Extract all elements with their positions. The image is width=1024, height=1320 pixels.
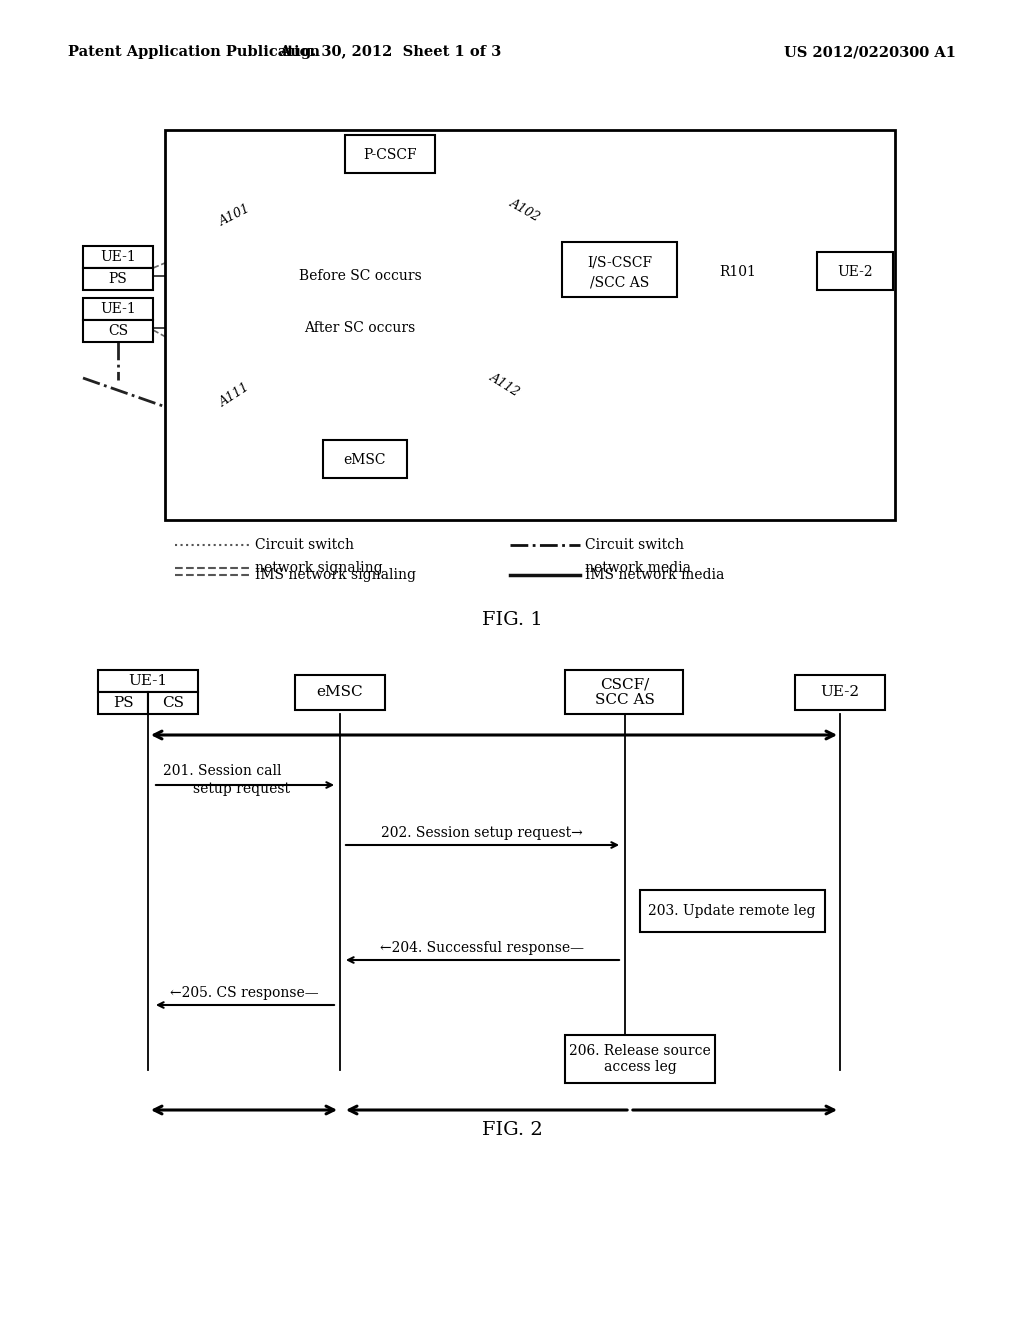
Bar <box>565 671 683 714</box>
Text: eMSC: eMSC <box>344 453 386 467</box>
Text: ←205. CS response—: ←205. CS response— <box>170 986 318 1001</box>
Text: CS: CS <box>108 323 128 338</box>
Text: ←204. Successful response—: ←204. Successful response— <box>380 941 584 954</box>
Text: UE-1: UE-1 <box>100 249 136 264</box>
Text: A101: A101 <box>217 202 253 228</box>
Text: UE-2: UE-2 <box>820 685 859 700</box>
Bar <box>323 440 407 478</box>
Bar <box>795 675 885 710</box>
Text: A112: A112 <box>487 371 522 399</box>
Text: network media: network media <box>585 561 691 576</box>
Text: A102: A102 <box>508 197 543 224</box>
Text: P-CSCF: P-CSCF <box>364 148 417 162</box>
Text: Circuit switch: Circuit switch <box>255 539 354 552</box>
Text: UE-2: UE-2 <box>838 265 872 279</box>
Bar <box>83 268 153 290</box>
Text: SCC AS: SCC AS <box>595 693 655 708</box>
Text: A111: A111 <box>218 380 252 409</box>
Text: network signaling: network signaling <box>255 561 383 576</box>
Text: PS: PS <box>109 272 127 286</box>
Text: /SCC AS: /SCC AS <box>591 275 649 289</box>
Text: UE-1: UE-1 <box>128 675 168 688</box>
Text: CS: CS <box>162 696 184 710</box>
Bar <box>165 129 895 520</box>
Text: Patent Application Publication: Patent Application Publication <box>68 45 319 59</box>
Bar <box>98 692 148 714</box>
Text: R101: R101 <box>720 265 757 279</box>
Text: eMSC: eMSC <box>316 685 364 700</box>
Text: Circuit switch: Circuit switch <box>585 539 684 552</box>
Text: I/S-CSCF: I/S-CSCF <box>588 255 652 269</box>
Bar <box>345 135 435 173</box>
Text: Aug. 30, 2012  Sheet 1 of 3: Aug. 30, 2012 Sheet 1 of 3 <box>279 45 501 59</box>
Text: UE-1: UE-1 <box>100 302 136 315</box>
Text: access leg: access leg <box>603 1060 677 1074</box>
Text: After SC occurs: After SC occurs <box>304 321 416 335</box>
Bar <box>98 671 198 692</box>
Text: 201. Session call: 201. Session call <box>163 764 282 777</box>
Text: PS: PS <box>113 696 133 710</box>
Bar <box>83 298 153 319</box>
Bar <box>83 319 153 342</box>
Text: US 2012/0220300 A1: US 2012/0220300 A1 <box>784 45 956 59</box>
Text: setup request: setup request <box>193 781 290 796</box>
Text: IMS network signaling: IMS network signaling <box>255 568 416 582</box>
Bar <box>295 675 385 710</box>
Text: 202. Session setup request→: 202. Session setup request→ <box>381 826 583 840</box>
Bar <box>640 890 825 932</box>
Text: CSCF/: CSCF/ <box>600 677 649 690</box>
Text: Before SC occurs: Before SC occurs <box>299 269 421 282</box>
Text: IMS network media: IMS network media <box>585 568 724 582</box>
Bar <box>817 252 893 290</box>
Bar <box>565 1035 715 1082</box>
Text: FIG. 1: FIG. 1 <box>481 611 543 630</box>
Text: 206. Release source: 206. Release source <box>569 1044 711 1059</box>
Bar <box>148 692 198 714</box>
Text: FIG. 2: FIG. 2 <box>481 1121 543 1139</box>
Bar <box>83 246 153 268</box>
Text: 203. Update remote leg: 203. Update remote leg <box>648 904 816 917</box>
Bar <box>562 242 677 297</box>
